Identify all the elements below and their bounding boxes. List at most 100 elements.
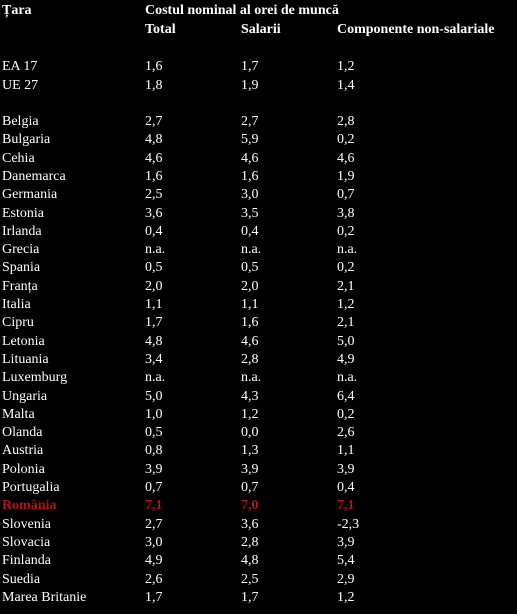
country-cell: Cehia — [2, 150, 35, 166]
non-wage-cell: n.a. — [337, 242, 358, 258]
country-cell: Lituania — [2, 351, 49, 367]
non-wage-cell: 1,1 — [337, 443, 355, 459]
non-wage-cell: 4,9 — [337, 351, 355, 367]
country-row: Portugalia 0,7 0,7 0,4 — [0, 479, 517, 497]
non-wage-cell: 5,4 — [337, 553, 355, 569]
wages-cell: 2,8 — [241, 534, 259, 550]
country-cell: Bulgaria — [2, 132, 51, 148]
country-cell: Estonia — [2, 205, 44, 221]
country-row: Finlanda 4,9 4,8 5,4 — [0, 552, 517, 570]
wages-cell: 4,3 — [241, 388, 259, 404]
total-column-header: Total — [145, 22, 176, 37]
country-row: Grecia n.a. n.a. n.a. — [0, 241, 517, 259]
total-cell: 5,0 — [145, 388, 163, 404]
non-wage-cell: 0,2 — [337, 132, 355, 148]
non-wage-cell: 2,9 — [337, 571, 355, 587]
total-cell: n.a. — [145, 242, 166, 258]
non-wage-cell: 3,8 — [337, 205, 355, 221]
country-row: Lituania 3,4 2,8 4,9 — [0, 351, 517, 369]
total-cell: 3,4 — [145, 351, 163, 367]
country-cell: Cipru — [2, 315, 34, 331]
total-cell: 3,9 — [145, 461, 163, 477]
wages-cell: 1,9 — [241, 77, 259, 93]
wages-cell: 0,0 — [241, 425, 259, 441]
non-wage-cell: 3,9 — [337, 534, 355, 550]
country-row: Danemarca 1,6 1,6 1,9 — [0, 168, 517, 186]
wages-cell: n.a. — [241, 242, 262, 258]
non-wage-cell: 0,7 — [337, 187, 355, 203]
total-cell: 4,8 — [145, 333, 163, 349]
non-wage-cell: 2,8 — [337, 114, 355, 129]
total-cell: 4,9 — [145, 553, 163, 569]
country-column-header: Țara — [2, 3, 32, 18]
country-row: Cehia 4,6 4,6 4,6 — [0, 150, 517, 168]
wages-cell: 1,3 — [241, 443, 259, 459]
total-cell: 1,6 — [145, 168, 163, 184]
non-wage-cell: 6,4 — [337, 388, 355, 404]
wages-cell: 0,7 — [241, 480, 259, 495]
country-row: Luxemburg n.a. n.a. n.a. — [0, 369, 517, 387]
non-wage-cell: n.a. — [337, 370, 358, 386]
total-cell: 7,1 — [145, 498, 163, 514]
country-row: Italia 1,1 1,1 1,2 — [0, 296, 517, 314]
non-wage-cell: -2,3 — [337, 516, 360, 532]
total-cell: 1,1 — [145, 297, 163, 312]
wages-cell: 2,5 — [241, 571, 259, 587]
wages-cell: 3,6 — [241, 516, 259, 532]
total-cell: 4,8 — [145, 132, 163, 148]
wages-cell: 4,6 — [241, 150, 259, 166]
total-cell: 0,5 — [145, 425, 163, 441]
total-cell: 0,4 — [145, 223, 163, 239]
non-wage-cell: 0,4 — [337, 480, 355, 495]
country-cell: Slovenia — [2, 516, 51, 532]
country-row: Cipru 1,7 1,6 2,1 — [0, 314, 517, 332]
wages-cell: 3,5 — [241, 205, 259, 221]
country-cell: Letonia — [2, 333, 45, 349]
total-cell: 0,8 — [145, 443, 163, 459]
country-cell: UE 27 — [2, 77, 39, 93]
country-row: Irlanda 0,4 0,4 0,2 — [0, 223, 517, 241]
country-row: Marea Britanie 1,7 1,7 1,2 — [0, 589, 517, 607]
total-cell: n.a. — [145, 370, 166, 386]
non-wage-cell: 2,1 — [337, 278, 355, 294]
country-row: Suedia 2,6 2,5 2,9 — [0, 571, 517, 589]
wages-cell: 2,7 — [241, 114, 259, 129]
country-row: Bulgaria 4,8 5,9 0,2 — [0, 131, 517, 149]
country-cell: Luxemburg — [2, 370, 68, 386]
total-cell: 3,0 — [145, 534, 163, 550]
total-cell: 0,7 — [145, 480, 163, 495]
total-cell: 1,7 — [145, 589, 163, 605]
wages-cell: 0,4 — [241, 223, 259, 239]
wages-cell: 1,2 — [241, 406, 259, 422]
country-cell: Grecia — [2, 242, 40, 258]
total-cell: 2,0 — [145, 278, 163, 294]
country-cell: EA 17 — [2, 59, 38, 74]
wages-cell: 1,1 — [241, 297, 259, 312]
wages-cell: 1,6 — [241, 315, 259, 331]
non-wage-cell: 4,6 — [337, 150, 355, 166]
aggregate-row: UE 27 1,8 1,9 1,4 — [0, 77, 517, 95]
total-cell: 2,7 — [145, 516, 163, 532]
country-cell: Portugalia — [2, 480, 60, 495]
country-cell: Belgia — [2, 114, 39, 129]
country-cell: Polonia — [2, 461, 45, 477]
wages-cell: 4,8 — [241, 553, 259, 569]
total-cell: 3,6 — [145, 205, 163, 221]
wages-cell: 4,6 — [241, 333, 259, 349]
country-row: Estonia 3,6 3,5 3,8 — [0, 205, 517, 223]
country-cell: Finlanda — [2, 553, 51, 569]
wages-cell: 0,5 — [241, 260, 259, 276]
cost-group-header: Costul nominal al orei de muncă — [145, 3, 339, 18]
total-cell: 1,0 — [145, 406, 163, 422]
non-wage-cell: 7,1 — [337, 498, 355, 514]
non-wage-cell: 3,9 — [337, 461, 355, 477]
total-cell: 4,6 — [145, 150, 163, 166]
non-wage-cell: 5,0 — [337, 333, 355, 349]
country-cell: Malta — [2, 406, 35, 422]
country-row: Malta 1,0 1,2 0,2 — [0, 406, 517, 424]
non-wage-cell: 1,4 — [337, 77, 355, 93]
total-cell: 1,6 — [145, 59, 163, 74]
country-row: Olanda 0,5 0,0 2,6 — [0, 424, 517, 442]
country-row: Slovenia 2,7 3,6 -2,3 — [0, 516, 517, 534]
country-cell: Slovacia — [2, 534, 51, 550]
